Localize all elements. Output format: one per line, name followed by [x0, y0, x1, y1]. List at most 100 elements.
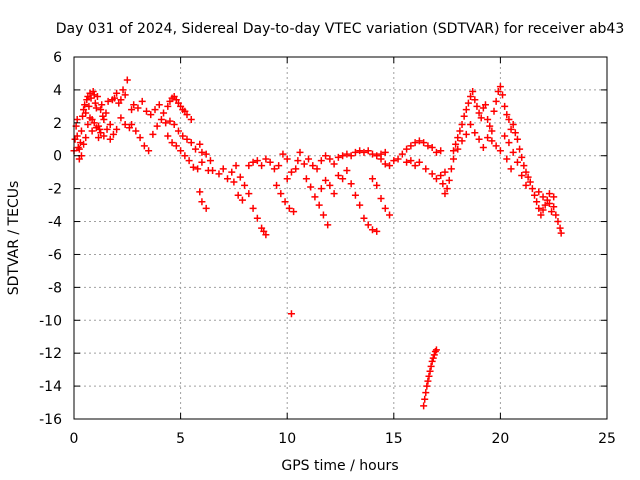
data-point	[407, 157, 415, 165]
data-point	[147, 111, 155, 119]
y-axis-label: SDTVAR / TECUs	[6, 181, 22, 296]
y-tick-label: -4	[48, 215, 62, 231]
data-point	[249, 204, 257, 212]
data-point	[373, 152, 381, 160]
data-point	[230, 178, 238, 186]
y-tick-label: 0	[53, 149, 62, 165]
data-point	[484, 134, 492, 142]
data-point	[309, 162, 317, 170]
data-point	[183, 111, 191, 119]
plot-frame	[73, 56, 608, 420]
data-point	[73, 132, 81, 140]
data-point	[262, 155, 270, 163]
data-point	[266, 158, 274, 166]
data-point	[437, 147, 445, 155]
data-point	[300, 160, 308, 168]
data-point	[486, 122, 494, 130]
data-point	[428, 170, 436, 178]
data-point	[424, 377, 432, 385]
data-point	[281, 198, 289, 206]
y-tick-label: -2	[48, 182, 62, 198]
data-point	[234, 191, 242, 199]
y-tick-label: 4	[53, 83, 62, 99]
data-point	[381, 148, 389, 156]
data-point	[324, 221, 332, 229]
data-point	[545, 190, 553, 198]
data-point	[548, 208, 556, 216]
data-point	[317, 157, 325, 165]
data-point	[149, 130, 157, 138]
data-point	[81, 101, 89, 109]
data-point	[87, 94, 95, 102]
x-tick-label: 5	[176, 431, 185, 447]
data-point	[390, 157, 398, 165]
data-point	[425, 372, 433, 380]
data-point	[317, 185, 325, 193]
data-point	[403, 145, 411, 153]
data-point	[518, 153, 526, 161]
y-tick-label: 6	[53, 50, 62, 66]
data-point	[330, 190, 338, 198]
data-point	[496, 83, 504, 91]
data-point	[202, 150, 210, 158]
data-point	[215, 170, 223, 178]
y-tick-label: -14	[39, 379, 62, 395]
data-point	[373, 181, 381, 189]
data-point	[516, 145, 524, 153]
data-point	[520, 162, 528, 170]
data-point	[447, 165, 455, 173]
data-point	[294, 157, 302, 165]
data-point	[505, 116, 513, 124]
data-point	[356, 147, 364, 155]
data-point	[97, 106, 105, 114]
data-point	[394, 155, 402, 163]
data-point	[113, 125, 121, 133]
data-point	[121, 120, 129, 128]
data-point	[411, 162, 419, 170]
data-point	[164, 102, 172, 110]
data-point	[287, 168, 295, 176]
data-point	[475, 135, 483, 143]
data-point	[479, 144, 487, 151]
data-point	[245, 162, 253, 170]
data-point	[411, 139, 419, 147]
data-point	[398, 150, 406, 158]
data-point	[104, 97, 112, 105]
data-point	[305, 155, 313, 163]
data-point	[100, 132, 108, 140]
data-point	[277, 190, 285, 198]
data-point	[351, 148, 359, 156]
data-point	[106, 135, 114, 143]
data-point	[526, 178, 534, 186]
data-point	[117, 96, 125, 104]
data-point	[181, 152, 189, 160]
data-point	[311, 193, 319, 201]
data-point	[351, 191, 359, 199]
data-point	[537, 211, 545, 219]
y-tick-label: -6	[48, 247, 62, 263]
data-point	[119, 86, 127, 94]
data-point	[432, 148, 440, 156]
data-point	[533, 198, 541, 206]
data-point	[513, 135, 521, 143]
data-point	[232, 162, 240, 170]
data-point	[420, 402, 428, 410]
data-point	[550, 203, 558, 211]
y-tick-label: -12	[39, 346, 62, 362]
data-point	[364, 221, 372, 229]
data-point	[185, 157, 193, 165]
data-point	[134, 104, 142, 112]
data-point	[507, 165, 515, 173]
data-point	[177, 147, 185, 155]
data-point	[292, 165, 300, 173]
x-tick-label: 25	[598, 431, 616, 447]
data-point	[422, 389, 430, 397]
data-point	[85, 102, 93, 110]
data-point	[488, 137, 496, 145]
x-tick-label: 0	[70, 431, 79, 447]
data-point	[368, 150, 376, 158]
data-point	[347, 180, 355, 188]
data-point	[198, 148, 206, 156]
data-point	[430, 351, 438, 359]
